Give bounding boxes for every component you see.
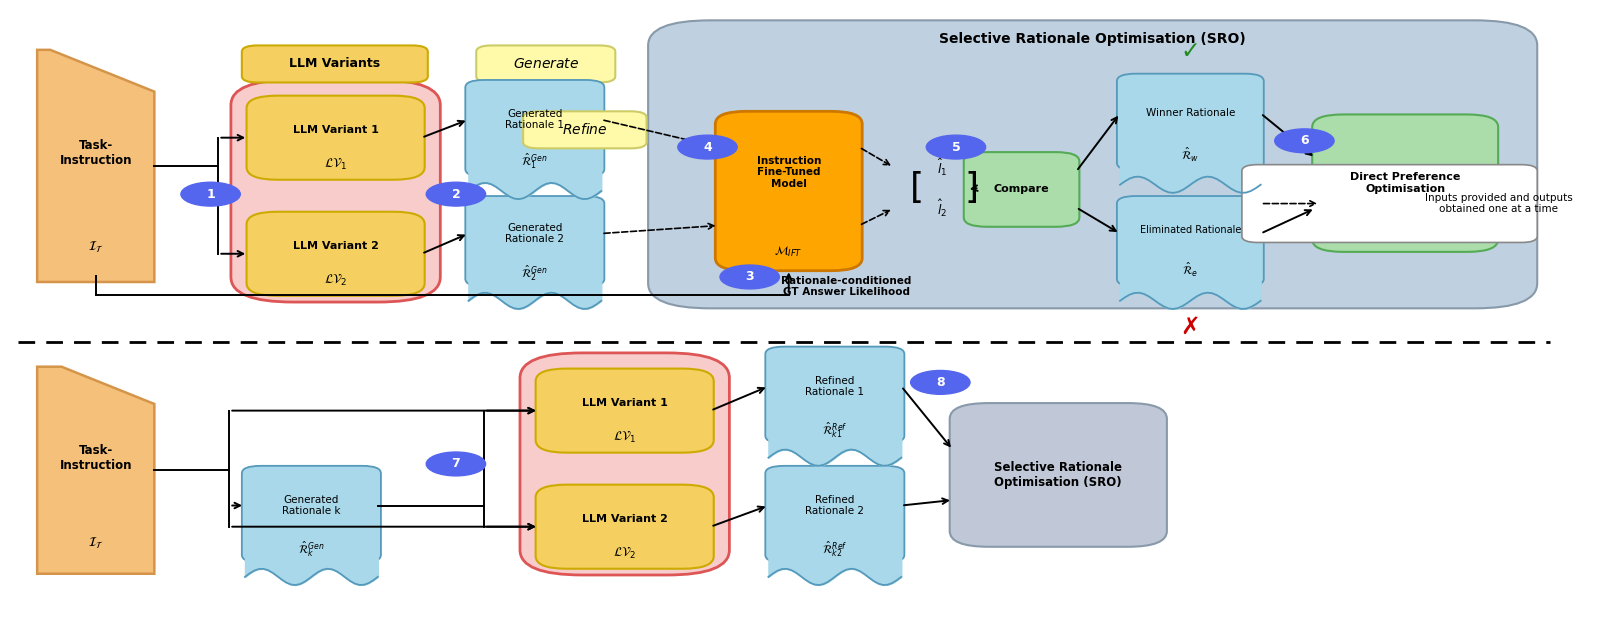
Text: Winner Rationale: Winner Rationale bbox=[1145, 108, 1235, 118]
Text: Generated
Rationale k: Generated Rationale k bbox=[282, 495, 340, 517]
Circle shape bbox=[926, 135, 985, 159]
Text: $\mathcal{M}_{IFT}$: $\mathcal{M}_{IFT}$ bbox=[775, 245, 804, 259]
Text: $\hat{\mathcal{R}}_w$: $\hat{\mathcal{R}}_w$ bbox=[1182, 146, 1200, 164]
Text: ✗: ✗ bbox=[1181, 315, 1200, 339]
FancyBboxPatch shape bbox=[1116, 73, 1264, 170]
Text: Selective Rationale Optimisation (SRO): Selective Rationale Optimisation (SRO) bbox=[940, 32, 1246, 46]
Text: 7: 7 bbox=[452, 458, 460, 470]
FancyBboxPatch shape bbox=[520, 353, 730, 575]
FancyBboxPatch shape bbox=[465, 80, 605, 177]
Text: 8: 8 bbox=[937, 376, 945, 389]
FancyBboxPatch shape bbox=[231, 80, 441, 302]
FancyBboxPatch shape bbox=[964, 152, 1079, 227]
FancyBboxPatch shape bbox=[465, 196, 605, 286]
FancyBboxPatch shape bbox=[536, 485, 714, 568]
Text: Refined
Rationale 1: Refined Rationale 1 bbox=[805, 375, 865, 397]
FancyBboxPatch shape bbox=[536, 368, 714, 453]
Text: $\mathcal{LV}_1$: $\mathcal{LV}_1$ bbox=[613, 430, 637, 445]
Text: LLM Variant 1: LLM Variant 1 bbox=[582, 398, 667, 408]
Text: Rationale-conditioned
GT Answer Likelihood: Rationale-conditioned GT Answer Likeliho… bbox=[781, 275, 911, 297]
Text: $\hat{\mathcal{R}}_{k1}^{Ref}$: $\hat{\mathcal{R}}_{k1}^{Ref}$ bbox=[823, 420, 847, 440]
Polygon shape bbox=[37, 50, 154, 282]
Text: LLM Variant 2: LLM Variant 2 bbox=[292, 241, 379, 251]
Text: [: [ bbox=[909, 171, 924, 205]
FancyBboxPatch shape bbox=[247, 96, 425, 180]
FancyBboxPatch shape bbox=[648, 20, 1537, 308]
Circle shape bbox=[181, 182, 241, 206]
FancyBboxPatch shape bbox=[950, 403, 1166, 547]
Circle shape bbox=[911, 370, 970, 394]
FancyBboxPatch shape bbox=[242, 466, 380, 563]
Text: 4: 4 bbox=[703, 141, 712, 154]
Text: LLM Variant 2: LLM Variant 2 bbox=[582, 514, 667, 524]
Text: Generated
Rationale 2: Generated Rationale 2 bbox=[505, 223, 565, 244]
Text: Task-
Instruction: Task- Instruction bbox=[59, 444, 132, 472]
Text: Task-
Instruction: Task- Instruction bbox=[59, 139, 132, 167]
Circle shape bbox=[427, 452, 486, 476]
Text: $\hat{l}_2$: $\hat{l}_2$ bbox=[937, 198, 946, 219]
Text: Refined
Rationale 2: Refined Rationale 2 bbox=[805, 495, 865, 517]
Text: Direct Preference
Optimisation: Direct Preference Optimisation bbox=[1351, 172, 1460, 194]
Text: Generated
Rationale 1: Generated Rationale 1 bbox=[505, 109, 565, 130]
Circle shape bbox=[1275, 129, 1335, 153]
FancyBboxPatch shape bbox=[242, 46, 428, 82]
Text: 3: 3 bbox=[746, 270, 754, 284]
Text: $\hat{\mathcal{R}}_1^{Gen}$: $\hat{\mathcal{R}}_1^{Gen}$ bbox=[521, 152, 549, 171]
Text: $\mathcal{LV}_1$: $\mathcal{LV}_1$ bbox=[324, 157, 348, 172]
FancyBboxPatch shape bbox=[476, 46, 616, 82]
Polygon shape bbox=[37, 367, 154, 573]
Text: ]: ] bbox=[964, 171, 978, 205]
Text: 6: 6 bbox=[1301, 134, 1309, 147]
Text: 1: 1 bbox=[207, 187, 215, 201]
Text: LLM Variants: LLM Variants bbox=[289, 58, 380, 70]
Circle shape bbox=[427, 182, 486, 206]
FancyBboxPatch shape bbox=[765, 466, 905, 563]
Text: $\it{Generate}$: $\it{Generate}$ bbox=[513, 57, 579, 71]
FancyBboxPatch shape bbox=[1312, 115, 1498, 252]
Text: LLM Variant 1: LLM Variant 1 bbox=[292, 125, 379, 135]
Text: $\mathcal{I}_{\mathcal{T}}$: $\mathcal{I}_{\mathcal{T}}$ bbox=[88, 240, 104, 255]
Text: $\hat{\mathcal{R}}_2^{Gen}$: $\hat{\mathcal{R}}_2^{Gen}$ bbox=[521, 263, 549, 282]
Text: $\hat{\mathcal{R}}_{k2}^{Ref}$: $\hat{\mathcal{R}}_{k2}^{Ref}$ bbox=[823, 540, 847, 559]
Text: $\hat{\mathcal{R}}_e$: $\hat{\mathcal{R}}_e$ bbox=[1182, 261, 1198, 279]
FancyBboxPatch shape bbox=[765, 347, 905, 443]
FancyBboxPatch shape bbox=[715, 111, 863, 271]
Circle shape bbox=[678, 135, 738, 159]
Text: $\mathcal{I}_{\mathcal{T}}$: $\mathcal{I}_{\mathcal{T}}$ bbox=[88, 536, 104, 551]
Text: Inputs provided and outputs
obtained one at a time: Inputs provided and outputs obtained one… bbox=[1424, 193, 1572, 215]
Text: $\it{Refine}$: $\it{Refine}$ bbox=[561, 122, 608, 137]
Text: Selective Rationale
Optimisation (SRO): Selective Rationale Optimisation (SRO) bbox=[994, 461, 1123, 489]
Text: $\mathcal{LV}_2$: $\mathcal{LV}_2$ bbox=[324, 273, 348, 288]
FancyBboxPatch shape bbox=[1116, 196, 1264, 286]
Circle shape bbox=[720, 265, 780, 289]
Text: Compare: Compare bbox=[994, 184, 1049, 194]
Text: $\mathcal{LV}_2$: $\mathcal{LV}_2$ bbox=[613, 546, 637, 561]
FancyBboxPatch shape bbox=[523, 111, 646, 148]
Text: Instruction
Fine-Tuned
Model: Instruction Fine-Tuned Model bbox=[757, 156, 821, 189]
Text: ✓: ✓ bbox=[1181, 39, 1200, 63]
Text: $\hat{l}_1$: $\hat{l}_1$ bbox=[937, 156, 946, 178]
Text: Eliminated Rationale: Eliminated Rationale bbox=[1140, 225, 1241, 235]
Text: $\hat{\mathcal{R}}_k^{Gen}$: $\hat{\mathcal{R}}_k^{Gen}$ bbox=[298, 540, 324, 559]
Text: 2: 2 bbox=[452, 187, 460, 201]
Text: 5: 5 bbox=[951, 141, 961, 154]
FancyBboxPatch shape bbox=[1241, 165, 1537, 242]
FancyBboxPatch shape bbox=[247, 211, 425, 296]
